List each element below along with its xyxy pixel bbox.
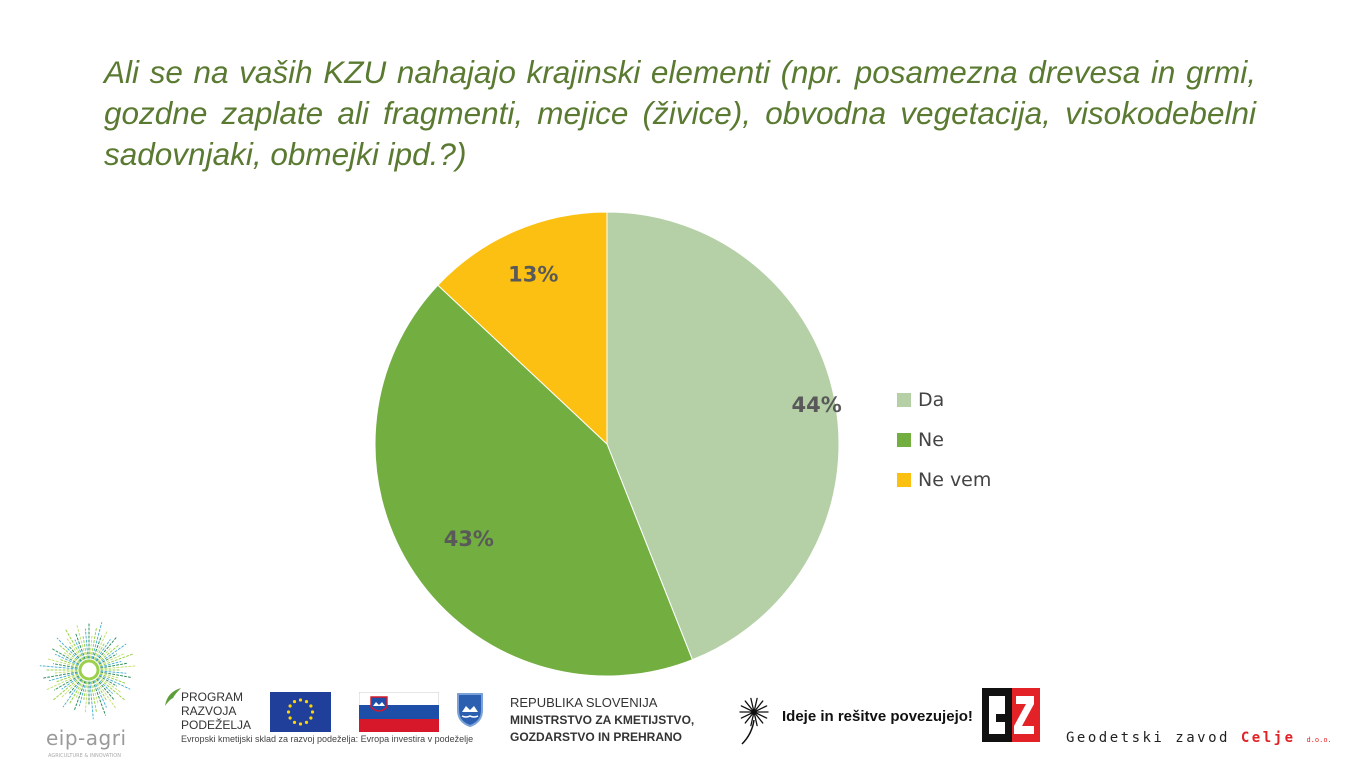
slogan: Ideje in rešitve povezujejo! (782, 708, 973, 725)
eip-burst-icon (39, 621, 137, 720)
gz-city-text: Celje (1240, 730, 1296, 746)
gz-company-name: Geodetski zavod Celje d.o.o. (1066, 730, 1332, 746)
slide-title: Ali se na vaših KZU nahajajo krajinski e… (104, 54, 1256, 172)
data-label-da: 44% (792, 393, 842, 417)
prp-line-3: PODEŽELJA (181, 718, 252, 732)
ministry-line-2: MINISTRSTVO ZA KMETIJSTVO, (510, 713, 695, 727)
ministry-line-3: GOZDARSTVO IN PREHRANO (510, 730, 683, 744)
pie-slice-ne-vem (437, 211, 608, 446)
eu-flag-icon (270, 692, 331, 732)
eip-agri-logo: eip-agri AGRICULTURE & INNOVATION (36, 618, 142, 768)
coat-of-arms-icon (457, 693, 483, 728)
legend-item-ne-vem: Ne vem (897, 460, 991, 500)
eip-logo-text: eip-agri (46, 726, 127, 750)
data-label-ne: 43% (444, 527, 494, 551)
pie-slice-da (606, 211, 840, 661)
pie-slice-ne (374, 284, 694, 677)
prp-caption: Evropski kmetijski sklad za razvoj podež… (181, 734, 474, 744)
ministry-line-1: REPUBLIKA SLOVENIJA (510, 695, 658, 710)
prp-line-2: RAZVOJA (181, 704, 237, 718)
legend-swatch-ne (897, 433, 911, 447)
dandelion-icon (739, 697, 769, 745)
prp-line-1: PROGRAM (181, 690, 244, 704)
chart-legend: Da Ne Ne vem (897, 380, 991, 500)
gz-suffix-text: d.o.o. (1306, 736, 1332, 744)
legend-item-da: Da (897, 380, 991, 420)
data-label-ne-vem: 13% (508, 263, 558, 287)
legend-label-ne-vem: Ne vem (918, 469, 992, 491)
legend-swatch-ne-vem (897, 473, 911, 487)
legend-swatch-da (897, 393, 911, 407)
prp-leaf-icon (165, 688, 181, 706)
slovenia-flag-icon (359, 692, 439, 732)
eip-logo-subtext: AGRICULTURE & INNOVATION (48, 753, 121, 759)
legend-label-ne: Ne (918, 429, 944, 451)
gz-logo-icon (982, 688, 1040, 742)
gz-company-text: Geodetski zavod (1066, 730, 1230, 746)
legend-label-da: Da (918, 389, 945, 411)
footer-logos: eip-agri AGRICULTURE & INNOVATION PROGRA… (0, 610, 1360, 765)
legend-item-ne: Ne (897, 420, 991, 460)
